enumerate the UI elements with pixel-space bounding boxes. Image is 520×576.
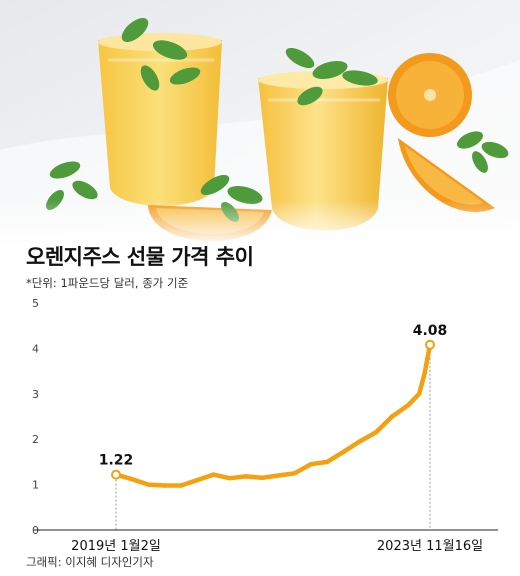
data-point <box>373 430 379 435</box>
data-point <box>178 483 184 488</box>
data-point <box>292 471 297 476</box>
data-point <box>308 461 314 467</box>
data-point <box>211 472 216 477</box>
graphic-credit: 그래픽: 이지혜 디자인기자 <box>26 555 154 569</box>
x-tick-label: 2023년 11월16일 <box>377 539 483 554</box>
data-point <box>357 439 362 444</box>
data-point <box>130 476 135 482</box>
data-point <box>227 476 232 481</box>
data-point <box>416 391 422 396</box>
y-tick-label: 2 <box>32 433 39 446</box>
chart-title: 오렌지주스 선물 가격 추이 <box>26 245 254 269</box>
data-point <box>162 483 167 488</box>
data-point <box>324 459 330 465</box>
photo-fade <box>0 200 520 260</box>
y-tick-label: 3 <box>32 388 39 401</box>
annotation-layer: 1.22 4.08 <box>99 323 448 480</box>
data-point <box>406 402 411 408</box>
y-axis: 012345 <box>32 297 39 537</box>
price-line <box>113 342 433 488</box>
data-point <box>389 414 395 419</box>
data-point <box>195 477 200 483</box>
unit-note: *단위: 1파운드당 달러, 종가 기준 <box>26 276 189 290</box>
data-label: 1.22 <box>99 453 134 469</box>
series-layer <box>113 342 433 530</box>
data-label: 4.08 <box>413 323 448 339</box>
data-point <box>243 474 249 479</box>
highlight-marker <box>111 469 121 480</box>
y-tick-label: 1 <box>32 479 39 492</box>
data-point <box>422 371 427 376</box>
data-point <box>341 449 346 455</box>
data-point <box>259 475 265 480</box>
y-tick-label: 4 <box>32 342 39 355</box>
data-point <box>276 473 281 478</box>
data-point <box>146 482 151 487</box>
highlight-marker <box>425 339 435 350</box>
y-tick-label: 5 <box>32 297 39 310</box>
x-axis: 2019년 1월2일 2023년 11월16일 <box>34 529 498 554</box>
x-tick-label: 2019년 1월2일 <box>71 539 161 554</box>
